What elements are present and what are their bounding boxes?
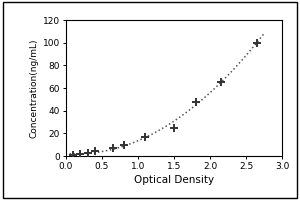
X-axis label: Optical Density: Optical Density: [134, 175, 214, 185]
Y-axis label: Concentration(ng/mL): Concentration(ng/mL): [29, 38, 38, 138]
